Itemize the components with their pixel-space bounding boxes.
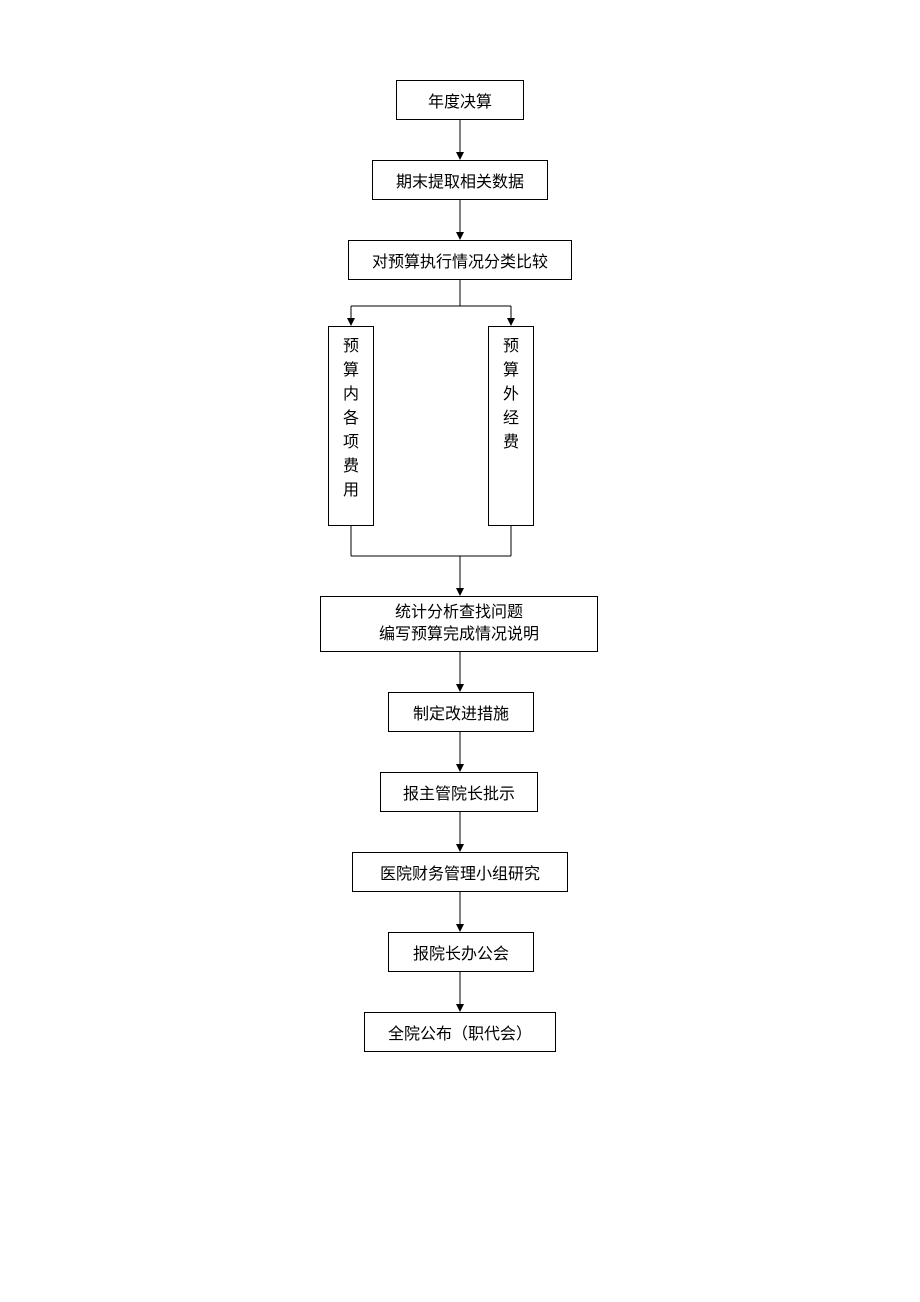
node-label: 预算外经费	[503, 335, 519, 455]
node-director-meeting: 报院长办公会	[388, 932, 534, 972]
node-annual-settlement: 年度决算	[396, 80, 524, 120]
node-improvement-measures: 制定改进措施	[388, 692, 534, 732]
node-label-line2: 编写预算完成情况说明	[379, 624, 539, 646]
node-label: 年度决算	[428, 88, 492, 112]
node-classify-compare: 对预算执行情况分类比较	[348, 240, 572, 280]
node-label: 全院公布（职代会）	[388, 1020, 532, 1044]
node-director-approval: 报主管院长批示	[380, 772, 538, 812]
node-budget-internal: 预算内各项费用	[328, 326, 374, 526]
node-finance-group: 医院财务管理小组研究	[352, 852, 568, 892]
node-publish: 全院公布（职代会）	[364, 1012, 556, 1052]
node-label-line1: 统计分析查找问题	[395, 602, 523, 624]
node-label: 报主管院长批示	[403, 780, 515, 804]
node-extract-data: 期末提取相关数据	[372, 160, 548, 200]
node-label: 制定改进措施	[413, 700, 509, 724]
node-budget-external: 预算外经费	[488, 326, 534, 526]
flowchart-container: 年度决算 期末提取相关数据 对预算执行情况分类比较 预算内各项费用 预算外经费 …	[0, 0, 920, 1302]
node-analysis-report: 统计分析查找问题 编写预算完成情况说明	[320, 596, 598, 652]
node-label: 期末提取相关数据	[396, 168, 524, 192]
node-label: 对预算执行情况分类比较	[372, 248, 548, 272]
node-label: 报院长办公会	[413, 940, 509, 964]
node-label: 医院财务管理小组研究	[380, 860, 540, 884]
node-label: 预算内各项费用	[343, 335, 359, 503]
